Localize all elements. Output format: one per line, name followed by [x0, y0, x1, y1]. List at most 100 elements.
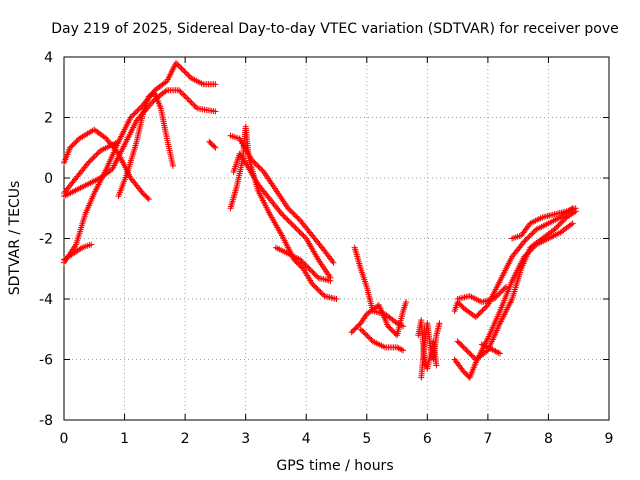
series-track-5: [61, 138, 122, 197]
data-point: [474, 312, 481, 319]
data-point: [363, 331, 370, 338]
data-point: [91, 153, 98, 160]
series-track-7: [206, 138, 219, 151]
y-axis-label: SDTVAR / TECUs: [7, 181, 23, 296]
x-tick-label: 8: [544, 431, 553, 447]
data-point: [464, 348, 471, 355]
data-point: [501, 285, 508, 292]
data-point: [551, 226, 558, 233]
y-tick-label: 0: [44, 171, 53, 187]
data-point: [186, 73, 193, 80]
series-track-22: [509, 205, 579, 242]
series-track-3: [61, 60, 219, 266]
data-point: [522, 237, 529, 244]
series-track-16: [415, 317, 440, 372]
data-point: [320, 291, 327, 298]
data-point: [468, 352, 475, 359]
data-point: [472, 314, 479, 321]
data-point: [280, 212, 287, 219]
data-point: [478, 308, 485, 315]
x-tick-label: 5: [362, 431, 371, 447]
data-point: [212, 144, 219, 151]
data-point: [497, 350, 503, 357]
data-point: [281, 213, 288, 220]
data-point: [297, 230, 304, 237]
data-point: [349, 327, 356, 334]
data-point: [190, 101, 197, 108]
data-point: [212, 108, 219, 115]
data-point: [313, 284, 320, 291]
data-point: [500, 286, 507, 293]
data-point: [286, 206, 293, 213]
data-point: [258, 166, 265, 173]
data-point: [70, 140, 77, 147]
data-point: [85, 159, 92, 166]
data-point: [95, 149, 102, 156]
data-point: [317, 288, 324, 295]
data-point: [365, 334, 372, 341]
data-point: [176, 87, 183, 94]
data-point: [480, 306, 487, 313]
data-point: [359, 327, 366, 334]
data-point: [307, 267, 314, 274]
data-point: [525, 234, 532, 241]
data-point: [182, 69, 189, 76]
data-point: [178, 65, 185, 72]
data-point: [397, 345, 404, 352]
data-point: [294, 214, 301, 221]
data-point: [499, 287, 506, 294]
data-point: [459, 343, 466, 350]
data-point: [348, 329, 355, 336]
data-point: [291, 223, 298, 230]
data-point: [560, 217, 567, 224]
data-point: [289, 209, 296, 216]
data-point: [462, 345, 469, 352]
data-point: [88, 241, 95, 248]
data-point: [299, 259, 306, 266]
x-tick-label: 6: [423, 431, 432, 447]
data-point: [503, 283, 510, 290]
data-point: [191, 102, 198, 109]
series-track-18: [451, 205, 576, 321]
data-point: [291, 211, 298, 218]
data-point: [130, 111, 137, 118]
data-point: [212, 81, 219, 88]
data-point: [132, 109, 139, 116]
data-point: [293, 213, 300, 220]
data-point: [305, 264, 312, 271]
data-point: [93, 151, 100, 158]
data-point: [256, 164, 263, 171]
data-point: [529, 230, 536, 237]
y-tick-labels: 4 2 0 -2 -4 -6 -8: [39, 50, 53, 429]
data-point: [460, 344, 467, 351]
data-point: [482, 304, 489, 311]
data-point: [135, 106, 142, 113]
data-point: [353, 324, 360, 331]
x-axis-label: GPS time / hours: [276, 458, 393, 474]
data-point: [569, 220, 576, 227]
series-track-11: [272, 244, 334, 284]
data-point: [173, 60, 180, 67]
data-point: [293, 226, 300, 233]
data-point: [285, 205, 292, 212]
data-point: [559, 218, 566, 225]
data-point: [185, 72, 192, 79]
data-point: [558, 219, 565, 226]
data-point: [556, 221, 563, 228]
data-point: [387, 325, 394, 332]
data-point: [355, 322, 362, 329]
data-point: [288, 220, 295, 227]
data-point: [470, 353, 477, 360]
data-point: [490, 296, 497, 302]
data-point: [357, 326, 364, 333]
series-track-6: [115, 90, 176, 200]
data-point: [284, 216, 291, 223]
data-point: [287, 207, 294, 214]
y-tick-label: -6: [39, 353, 53, 369]
data-point: [297, 263, 304, 270]
data-point: [309, 280, 316, 287]
x-tick-labels: 0 1 2 3 4 5 6 7 8 9: [60, 431, 614, 447]
data-point: [192, 104, 199, 111]
data-points: [61, 60, 579, 381]
data-point: [552, 225, 559, 232]
